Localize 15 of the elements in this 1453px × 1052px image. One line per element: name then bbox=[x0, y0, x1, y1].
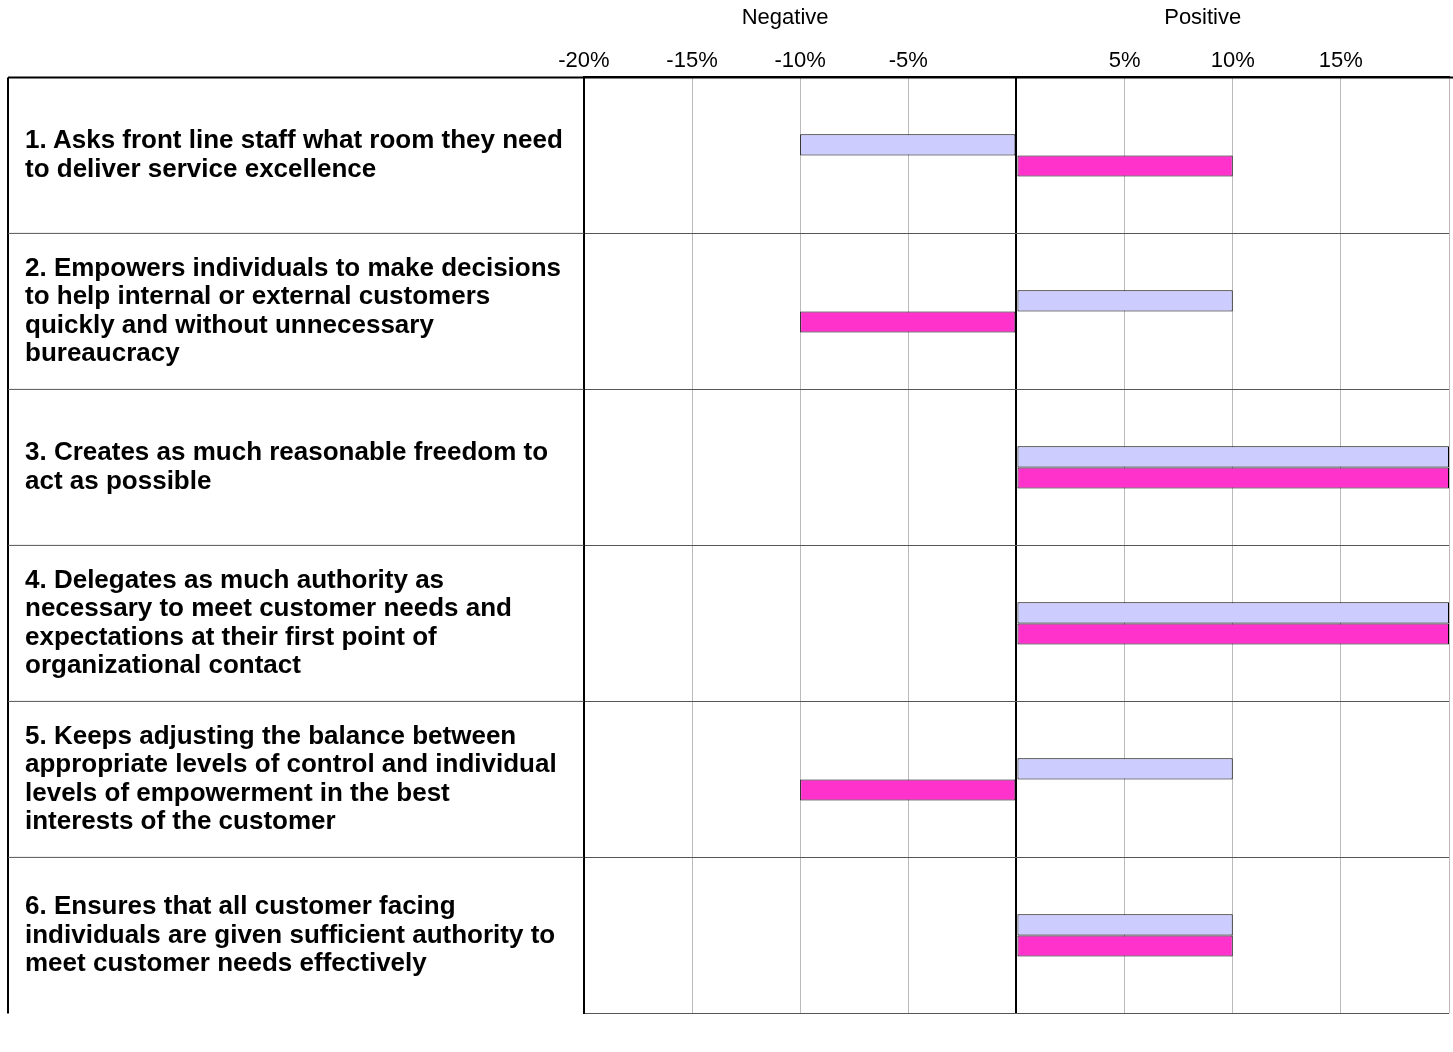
x-tick-label: 5% bbox=[1108, 47, 1141, 73]
y-tick-label: 4. Delegates as much authority as necessary to meet customer needs and expectations at their first point of organizational contact bbox=[25, 563, 512, 680]
y-tick-label: 3. Creates as much reasonable freedom to act as possible bbox=[25, 436, 549, 495]
y-tick-label: 6. Ensures that all customer facing individuals are given sufficient authority to meet customer needs effectively bbox=[25, 889, 556, 978]
x-tick-label: -20% bbox=[558, 47, 610, 73]
x-tick-label: -15% bbox=[666, 47, 718, 73]
x-tick-label: 10% bbox=[1210, 47, 1255, 73]
text: Positive bbox=[1164, 4, 1242, 30]
y-tick-label: 5. Keeps adjusting the balance between appropriate levels of control and individual levels of empowerment in the best interests of the customer bbox=[25, 719, 557, 836]
x-tick-label: -10% bbox=[774, 47, 826, 73]
text: Negative bbox=[741, 4, 829, 30]
y-tick-label: 2. Empowers individuals to make decisions to help internal or external customers quickly and without unnecessary bureaucracy bbox=[25, 251, 562, 368]
x-tick-label: -5% bbox=[888, 47, 928, 73]
y-tick-label: 1. Asks front line staff what room they need to deliver service excellence bbox=[25, 124, 563, 183]
x-tick-label: 15% bbox=[1318, 47, 1363, 73]
